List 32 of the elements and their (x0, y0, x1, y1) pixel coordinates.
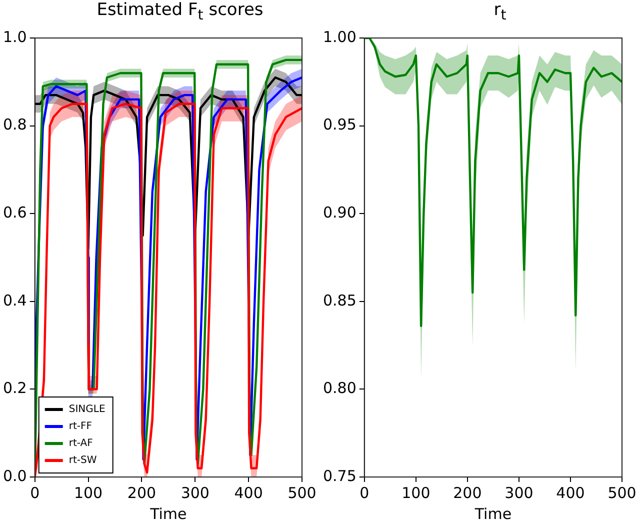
y-tick-label: 0.95 (322, 116, 356, 134)
x-tick-label: 0 (360, 484, 370, 502)
x-tick-label: 300 (180, 484, 210, 502)
y-tick-label: 0.75 (322, 466, 356, 485)
chart-title: Estimated F$_{t}$ scores (96, 0, 264, 26)
legend-label: SINGLE (68, 404, 106, 416)
x-tick-label: 200 (453, 484, 482, 502)
chart-title: r$_{t}$ (492, 0, 508, 26)
y-tick-label: 0.90 (322, 203, 356, 222)
x-tick-label: 500 (608, 484, 636, 502)
y-tick-label: 0.6 (2, 203, 27, 222)
x-tick-label: 300 (504, 484, 534, 502)
x-tick-label: 100 (74, 484, 103, 502)
y-tick-label: 1.0 (2, 28, 27, 46)
y-tick-label: 0.4 (2, 291, 27, 310)
legend-label: rt-SW (68, 455, 97, 466)
x-tick-label: 0 (30, 484, 40, 502)
y-tick-label: 0.0 (2, 466, 27, 485)
y-tick-label: 1.00 (322, 28, 356, 46)
x-axis-title: Time (149, 504, 187, 523)
y-tick-label: 0.8 (2, 116, 27, 134)
x-tick-label: 400 (556, 484, 585, 502)
legend-label: rt-FF (68, 421, 92, 432)
y-tick-label: 0.85 (322, 291, 356, 310)
x-tick-label: 100 (402, 484, 430, 502)
x-tick-label: 200 (127, 484, 156, 502)
y-tick-label: 0.2 (2, 379, 27, 398)
legend-label: rt-AF (68, 438, 94, 450)
x-axis-title: Time (474, 504, 512, 523)
x-tick-label: 500 (288, 484, 316, 502)
y-tick-label: 0.80 (322, 379, 356, 398)
x-tick-label: 400 (234, 484, 263, 502)
